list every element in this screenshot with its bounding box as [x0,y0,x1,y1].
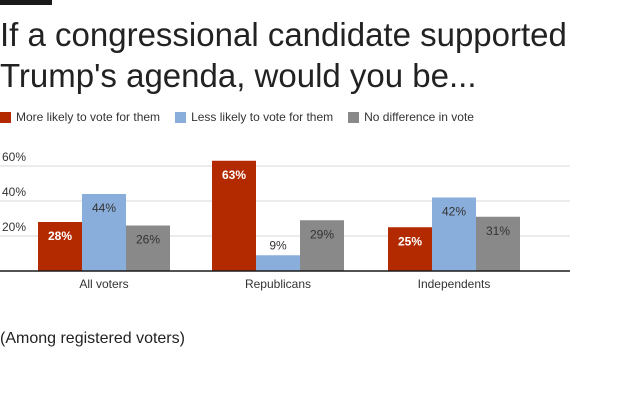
bar-chart: 20% 40% 60% 28% 44% 26% All voters 63% 9% 29% Repu… [0,150,570,291]
legend-swatch-more-likely [0,111,11,123]
bar-all-voters-series-2 [126,225,170,271]
legend-label-less-likely: Less likely to vote for them [191,110,334,124]
x-tick-label-all-voters: All voters [79,277,128,291]
data-label-independents-series-0: 25% [398,234,422,248]
bar-republicans-series-1 [256,255,300,271]
legend-item-no-difference: No difference in vote [348,110,474,124]
data-label-all-voters-series-2: 26% [136,233,160,247]
y-tick-label-20: 20% [2,220,26,234]
chart-title: If a congressional candidate supported T… [0,16,567,94]
bar-independents-series-2 [476,216,520,271]
bar-independents-series-0 [388,227,432,271]
bar-all-voters-series-0 [38,222,82,271]
data-label-republicans-series-0: 63% [222,168,246,182]
legend-swatch-less-likely [175,111,187,123]
bar-republicans-series-2 [300,220,344,271]
chart-legend: More likely to vote for them Less likely… [0,109,489,125]
legend-label-no-difference: No difference in vote [364,110,474,124]
x-tick-label-republicans: Republicans [245,277,311,291]
header-accent-rule [0,0,52,5]
legend-item-less-likely: Less likely to vote for them [175,110,333,124]
legend-label-more-likely: More likely to vote for them [16,110,161,124]
data-label-all-voters-series-1: 44% [92,201,116,215]
data-label-independents-series-2: 31% [486,224,510,238]
bar-republicans-series-0 [212,160,256,271]
bar-independents-series-1 [432,197,476,271]
data-label-republicans-series-2: 29% [310,227,334,241]
y-tick-label-40: 40% [2,185,26,199]
footnote: (Among registered voters) [0,330,185,347]
y-tick-label-60: 60% [2,150,26,164]
bar-all-voters-series-1 [82,194,126,271]
x-tick-label-independents: Independents [418,277,491,291]
data-label-all-voters-series-0: 28% [48,229,72,243]
data-label-independents-series-1: 42% [442,205,466,219]
legend-item-more-likely: More likely to vote for them [0,110,160,124]
legend-swatch-no-difference [348,111,360,123]
data-label-republicans-series-1: 9% [269,238,287,252]
